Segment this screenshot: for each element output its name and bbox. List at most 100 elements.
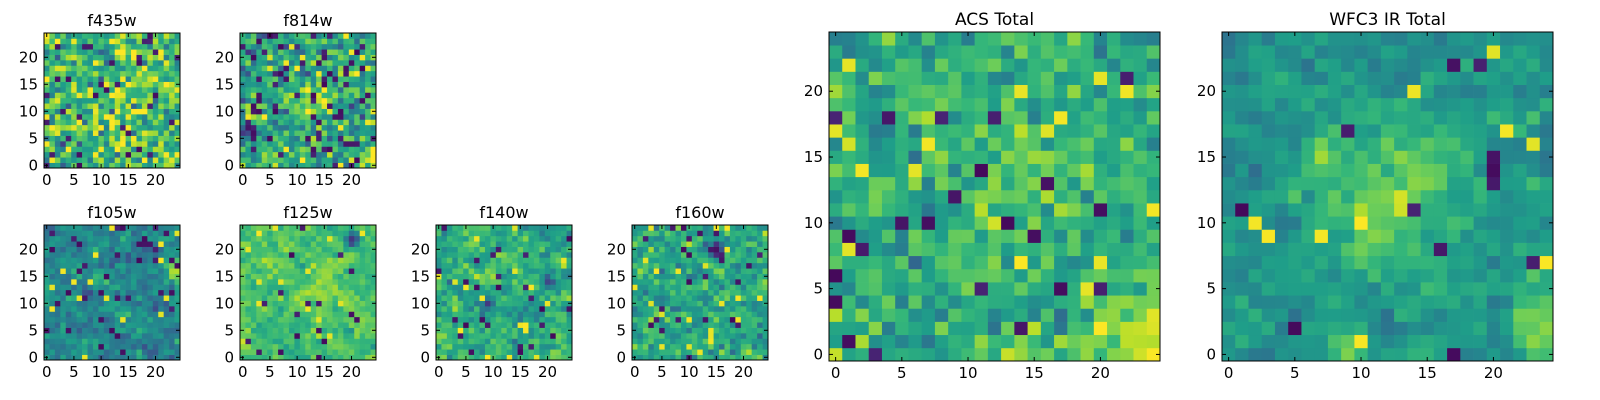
heatmap-cell	[278, 338, 284, 345]
heatmap-cell	[278, 60, 284, 66]
heatmap-cell	[1146, 347, 1161, 362]
heatmap-cell	[321, 124, 328, 131]
heatmap-cell	[299, 311, 306, 318]
heatmap-cell	[294, 54, 301, 61]
heatmap-cell	[762, 333, 769, 339]
heatmap-cell	[76, 252, 83, 258]
heatmap-cell	[120, 135, 126, 142]
heatmap-cell	[757, 262, 763, 269]
heatmap-cell	[370, 141, 377, 147]
heatmap-cell	[294, 316, 301, 323]
heatmap-cell	[1235, 229, 1249, 243]
heatmap-cell	[87, 311, 94, 318]
heatmap-cell	[446, 268, 453, 274]
heatmap-cell	[114, 81, 121, 88]
heatmap-cell	[691, 333, 698, 339]
heatmap-cell	[436, 349, 442, 355]
heatmap-cell	[82, 70, 88, 77]
heatmap-cell	[283, 289, 290, 296]
heatmap-cell	[71, 103, 77, 109]
heatmap-cell	[544, 257, 551, 264]
heatmap-cell	[908, 308, 923, 322]
heatmap-cell	[136, 322, 143, 328]
heatmap-cell	[348, 338, 355, 345]
heatmap-cell	[642, 262, 649, 269]
heatmap-cell	[245, 252, 252, 258]
heatmap-cell	[370, 225, 377, 231]
heatmap-cell	[267, 252, 273, 258]
heatmap-cell	[65, 38, 72, 45]
heatmap-cell	[250, 338, 257, 345]
heatmap-cell	[125, 311, 132, 318]
heatmap-cell	[517, 306, 524, 312]
heatmap-cell	[131, 268, 137, 274]
heatmap-cell	[327, 114, 333, 120]
heatmap-cell	[163, 349, 170, 355]
heatmap-cell	[114, 135, 121, 142]
heatmap-cell	[278, 141, 284, 147]
heatmap-cell	[702, 268, 709, 274]
heatmap-cell	[713, 262, 720, 269]
heatmap-cell	[724, 225, 731, 231]
heatmap-cell	[1027, 308, 1042, 322]
axes-frame-f160w	[631, 224, 769, 361]
heatmap-cell	[250, 114, 257, 120]
heatmap-cell	[294, 246, 301, 253]
heatmap-cell	[348, 103, 355, 109]
heatmap-cell	[702, 262, 709, 269]
heatmap-cell	[370, 60, 377, 66]
heatmap-cell	[724, 338, 731, 345]
heatmap-cell	[109, 246, 116, 253]
heatmap-cell	[1133, 255, 1148, 270]
heatmap-cell	[305, 241, 312, 247]
heatmap-cell	[359, 225, 366, 231]
heatmap-cell	[895, 295, 909, 309]
heatmap-cell	[92, 235, 99, 242]
heatmap-cell	[169, 146, 175, 153]
heatmap-cell	[757, 230, 763, 237]
heatmap-cell	[71, 97, 77, 104]
heatmap-cell	[523, 235, 529, 242]
heatmap-cell	[735, 354, 742, 361]
y-tick-label: 0	[420, 348, 430, 366]
heatmap-cell	[120, 230, 126, 237]
heatmap-cell	[283, 49, 290, 55]
heatmap-cell	[240, 130, 246, 136]
heatmap-cell	[762, 225, 769, 231]
heatmap-cell	[1314, 282, 1329, 296]
heatmap-cell	[1120, 229, 1134, 243]
heatmap-cell	[109, 151, 116, 158]
heatmap-cell	[523, 349, 529, 355]
heatmap-cell	[561, 246, 567, 253]
heatmap-cell	[109, 343, 116, 350]
heatmap-cell	[517, 235, 524, 242]
heatmap-cell	[359, 246, 366, 253]
heatmap-cell	[642, 252, 649, 258]
heatmap-cell	[895, 321, 909, 336]
heatmap-cell	[310, 289, 317, 296]
heatmap-cell	[533, 273, 540, 280]
heatmap-cell	[555, 289, 562, 296]
heatmap-cell	[528, 354, 535, 361]
heatmap-cell	[1327, 321, 1342, 336]
heatmap-cell	[517, 289, 524, 296]
heatmap-cell	[245, 295, 252, 301]
heatmap-cell	[490, 257, 497, 264]
heatmap-cell	[632, 295, 638, 301]
heatmap-cell	[240, 349, 246, 355]
heatmap-cell	[539, 338, 546, 345]
heatmap-cell	[152, 65, 159, 72]
heatmap-cell	[555, 252, 562, 258]
heatmap-cell	[365, 338, 371, 345]
heatmap-cell	[1040, 347, 1055, 362]
heatmap-cell	[895, 347, 909, 362]
heatmap-cell	[637, 322, 644, 328]
heatmap-cell	[65, 162, 72, 169]
heatmap-cell	[479, 252, 486, 258]
heatmap-cell	[474, 279, 480, 285]
heatmap-cell	[670, 300, 676, 307]
heatmap-cell	[256, 119, 263, 126]
heatmap-cell	[675, 354, 682, 361]
heatmap-cell	[729, 230, 736, 237]
y-tick-label: 10	[215, 102, 234, 120]
